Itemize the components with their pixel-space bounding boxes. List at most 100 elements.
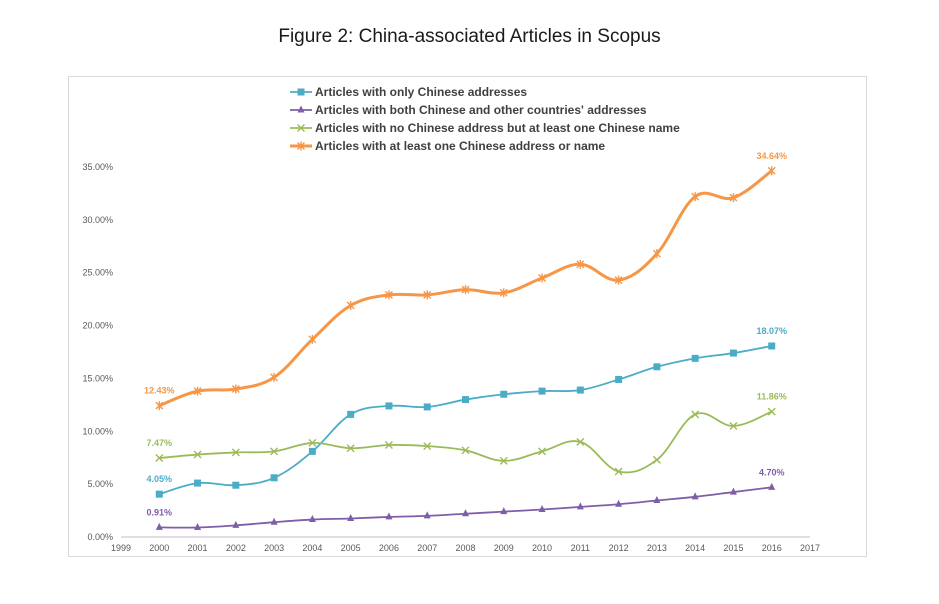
x-tick-label: 2012 (609, 543, 629, 553)
legend-label: Articles with no Chinese address but at … (315, 121, 680, 135)
series-line (159, 345, 772, 496)
data-point (538, 447, 547, 456)
x-tick-label: 2009 (494, 543, 514, 553)
data-point (155, 490, 163, 498)
x-tick-label: 2004 (302, 543, 322, 553)
data-point (232, 520, 240, 528)
x-tick-label: 2014 (685, 543, 705, 553)
data-point (308, 515, 316, 523)
data-point (768, 482, 776, 490)
y-tick-label: 35.00% (82, 162, 113, 172)
data-point (347, 514, 355, 521)
data-point (384, 441, 393, 450)
data-point (308, 438, 317, 447)
data-point (385, 402, 393, 410)
x-tick-label: 2001 (188, 543, 208, 553)
x-tick-label: 2000 (149, 543, 169, 553)
data-point (615, 375, 623, 383)
data-point (729, 422, 738, 430)
data-point (270, 372, 279, 382)
data-point (500, 507, 508, 515)
legend-label: Articles with only Chinese addresses (315, 85, 527, 99)
x-tick-label: 2005 (341, 543, 361, 553)
data-point (297, 141, 305, 151)
data-point (652, 249, 661, 259)
series-line (159, 486, 772, 529)
data-point (653, 496, 661, 504)
data-point (423, 442, 432, 451)
x-tick-label: 1999 (111, 543, 131, 553)
data-point (691, 354, 699, 362)
data-point (232, 481, 240, 489)
x-tick-label: 2003 (264, 543, 284, 553)
data-point (538, 387, 546, 395)
data-point (499, 456, 508, 465)
x-tick-label: 2006 (379, 543, 399, 553)
data-point (691, 492, 699, 500)
data-point (155, 401, 164, 411)
data-point (576, 437, 585, 446)
y-tick-label: 15.00% (82, 373, 113, 383)
figure-title: Figure 2: China-associated Articles in S… (278, 26, 661, 47)
data-label: 34.64% (756, 151, 787, 161)
data-point (691, 410, 700, 419)
y-tick-label: 30.00% (82, 215, 113, 225)
data-point (767, 166, 776, 176)
x-tick-label: 2015 (723, 543, 743, 553)
data-point (576, 386, 584, 394)
data-point (423, 290, 432, 300)
data-point (768, 342, 776, 350)
x-tick-label: 2011 (571, 543, 590, 553)
data-label: 12.43% (144, 386, 175, 396)
data-point (270, 517, 278, 525)
x-tick-label: 2008 (455, 543, 475, 553)
data-point (576, 502, 584, 510)
data-point (155, 522, 163, 530)
data-point (614, 275, 623, 285)
data-point (576, 259, 585, 269)
data-point (538, 505, 546, 513)
series-line (159, 410, 773, 474)
series-3: 7.47% 11.86% (147, 392, 787, 476)
data-point (346, 444, 355, 453)
legend-entry: Articles with no Chinese address but at … (290, 121, 680, 135)
y-tick-label: 0.00% (87, 532, 113, 542)
data-point (308, 334, 317, 344)
data-point (194, 522, 202, 530)
chart-area: 0.00% 5.00% 10.00% 15.00% 20.00% 25.00% 30.00%… (68, 76, 867, 557)
x-tick-label: 2016 (762, 543, 782, 553)
x-tick-label: 2017 (800, 543, 820, 553)
data-point (155, 454, 164, 463)
data-point (729, 193, 738, 203)
data-point (615, 499, 623, 507)
data-label: 4.05% (147, 474, 173, 484)
data-point (462, 396, 469, 404)
data-point (729, 487, 737, 495)
series-2: 0.91% 4.70% (147, 467, 784, 530)
legend-entry: Articles with only Chinese addresses (290, 85, 527, 99)
data-point (462, 509, 469, 517)
data-point (384, 290, 393, 300)
data-point (461, 285, 470, 295)
data-point (231, 384, 240, 394)
data-point (347, 410, 355, 418)
data-point (308, 447, 316, 455)
legend-entry: Articles with at least one Chinese addre… (290, 139, 605, 153)
y-tick-label: 5.00% (87, 479, 113, 489)
data-point (297, 105, 305, 113)
data-point (499, 288, 508, 298)
data-point (691, 192, 700, 202)
data-label: 11.86% (757, 392, 787, 402)
data-point (297, 124, 305, 132)
line-chart: 0.00% 5.00% 10.00% 15.00% 20.00% 25.00% 30.00%… (82, 85, 820, 553)
data-point (297, 88, 305, 96)
data-point (270, 474, 278, 482)
series-1: 4.05% 18.07% (147, 326, 787, 498)
x-tick-label: 2002 (226, 543, 246, 553)
data-point (614, 467, 623, 476)
legend-entry: Articles with both Chinese and other cou… (290, 103, 647, 117)
legend-label: Articles with both Chinese and other cou… (315, 103, 647, 117)
data-point (193, 450, 202, 459)
data-point (767, 407, 776, 416)
data-point (423, 403, 431, 411)
